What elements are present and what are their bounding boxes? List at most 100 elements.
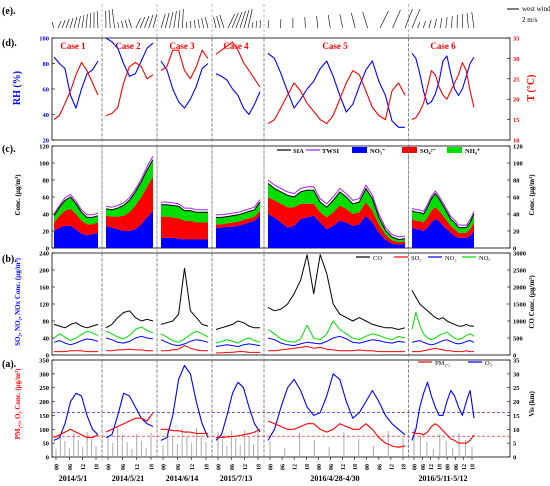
area-nh4 bbox=[412, 193, 474, 233]
wind-barb bbox=[169, 11, 174, 29]
legend-b-so2: SO₂ bbox=[411, 255, 422, 262]
series-so2 bbox=[106, 348, 153, 352]
c-left-axis-title: Conc. (μg/m³) bbox=[14, 174, 22, 216]
area-nh4 bbox=[106, 159, 153, 217]
panel-a-label: (a). bbox=[2, 359, 17, 370]
wind-barb bbox=[204, 16, 209, 29]
series-so2 bbox=[161, 345, 208, 352]
d-right-axis-title: T (°C) bbox=[526, 75, 537, 102]
series-nox bbox=[105, 326, 154, 340]
wind-barb bbox=[61, 19, 66, 29]
x-tick-label: 12 bbox=[81, 464, 87, 470]
wind-barb bbox=[379, 10, 389, 29]
wind-barb bbox=[69, 17, 74, 29]
wind-barb bbox=[235, 11, 243, 29]
date-2: 2014/5/21 bbox=[112, 474, 144, 483]
legend-a-o3: O₃ bbox=[485, 360, 492, 367]
series-pm25 bbox=[105, 412, 154, 433]
y-tick-label: 300 bbox=[39, 371, 49, 378]
legend-a-pm25: PM₂.₅ bbox=[435, 360, 451, 367]
wind-barb bbox=[316, 15, 319, 29]
x-tick-label: 00 bbox=[107, 464, 113, 470]
wind-barbs bbox=[51, 8, 475, 29]
x-tick-label: 00 bbox=[446, 464, 452, 470]
x-tick-label: 06 bbox=[176, 464, 182, 470]
y-tick-label: 500 bbox=[513, 336, 523, 343]
wind-barb bbox=[81, 14, 85, 29]
wind-barb bbox=[160, 13, 166, 29]
y-tick-label: 80 bbox=[43, 61, 50, 68]
series-nox bbox=[267, 320, 406, 343]
y-tick-label: 20 bbox=[513, 229, 520, 236]
x-tick-label: 06 bbox=[121, 464, 127, 470]
series-nox bbox=[160, 330, 209, 343]
y-tick-label: 2500 bbox=[513, 268, 526, 275]
x-tick-label: 06 bbox=[230, 464, 236, 470]
legend-c: SIA TWSI NO₃⁻ SO₄²⁻ NH₄⁺ bbox=[277, 147, 481, 155]
wind-barb bbox=[197, 18, 200, 29]
x-tick-label: 12 bbox=[293, 464, 299, 470]
legend-b-no2: NO₂ bbox=[445, 255, 457, 262]
y-tick-label: 0 bbox=[46, 246, 49, 253]
area-no3 bbox=[216, 215, 260, 248]
series-pm25 bbox=[53, 428, 99, 439]
y-tick-label: 10 bbox=[513, 138, 520, 145]
y-tick-label: 40 bbox=[43, 112, 50, 119]
series-o3 bbox=[267, 373, 406, 441]
series-twsi bbox=[105, 155, 154, 208]
wind-barb bbox=[144, 15, 150, 29]
y-tick-label: 0 bbox=[46, 455, 49, 462]
series-rh bbox=[53, 56, 99, 109]
y-tick-label: 1500 bbox=[513, 302, 526, 309]
series-no2 bbox=[215, 343, 261, 347]
a-right-axis-title: Vis (km) bbox=[528, 391, 536, 417]
case-title-5: Case 5 bbox=[322, 41, 348, 51]
wind-barb bbox=[213, 16, 217, 29]
y-tick-label: 40 bbox=[513, 212, 520, 219]
y-tick-label: 100 bbox=[513, 161, 523, 168]
wind-barb bbox=[466, 12, 469, 29]
y-tick-label: 10 bbox=[513, 427, 520, 434]
y-tick-label: 0 bbox=[513, 455, 516, 462]
wind-barb bbox=[128, 18, 132, 29]
wind-barb bbox=[304, 16, 306, 29]
y-tick-label: 20 bbox=[513, 399, 520, 406]
legend-c-twsi: TWSI bbox=[322, 148, 339, 155]
series-co bbox=[53, 322, 99, 329]
series-sia bbox=[411, 193, 475, 229]
wind-barb bbox=[251, 21, 254, 29]
y-tick-label: 200 bbox=[39, 268, 49, 275]
wind-barb bbox=[111, 8, 115, 29]
case-title-4: Case 4 bbox=[223, 41, 249, 51]
series-nox bbox=[215, 337, 261, 344]
x-tick-label: 12 bbox=[341, 464, 347, 470]
wind-barb bbox=[255, 20, 258, 29]
y-tick-label: 80 bbox=[513, 178, 520, 185]
y-tick-label: 60 bbox=[43, 195, 50, 202]
panel-frame-a bbox=[51, 359, 511, 458]
legend-b-co: CO bbox=[373, 255, 382, 262]
x-tick-label: 12 bbox=[190, 464, 196, 470]
y-tick-label: 40 bbox=[43, 212, 50, 219]
area-nh4 bbox=[268, 183, 405, 243]
series-no2 bbox=[160, 339, 209, 347]
series-co bbox=[215, 320, 260, 330]
x-tick-label: 00 bbox=[365, 464, 371, 470]
wind-barb bbox=[243, 9, 250, 29]
wind-barb bbox=[182, 8, 184, 29]
series-temperature bbox=[105, 61, 154, 117]
y-tick-label: 100 bbox=[39, 161, 49, 168]
series-twsi bbox=[53, 193, 99, 216]
series-twsi bbox=[411, 190, 475, 226]
wind-barb bbox=[404, 8, 413, 29]
date-4: 2015/7/13 bbox=[220, 474, 252, 483]
wind-barb bbox=[231, 12, 239, 29]
x-tick-label: 12 bbox=[135, 464, 141, 470]
wind-barb bbox=[152, 13, 158, 29]
series-o3 bbox=[53, 392, 99, 441]
legend-a: PM₂.₅ O₃ bbox=[418, 360, 492, 367]
legend-c-no3-swatch bbox=[352, 147, 367, 153]
wind-barb bbox=[177, 9, 181, 29]
x-tick-label: 12 bbox=[243, 464, 249, 470]
